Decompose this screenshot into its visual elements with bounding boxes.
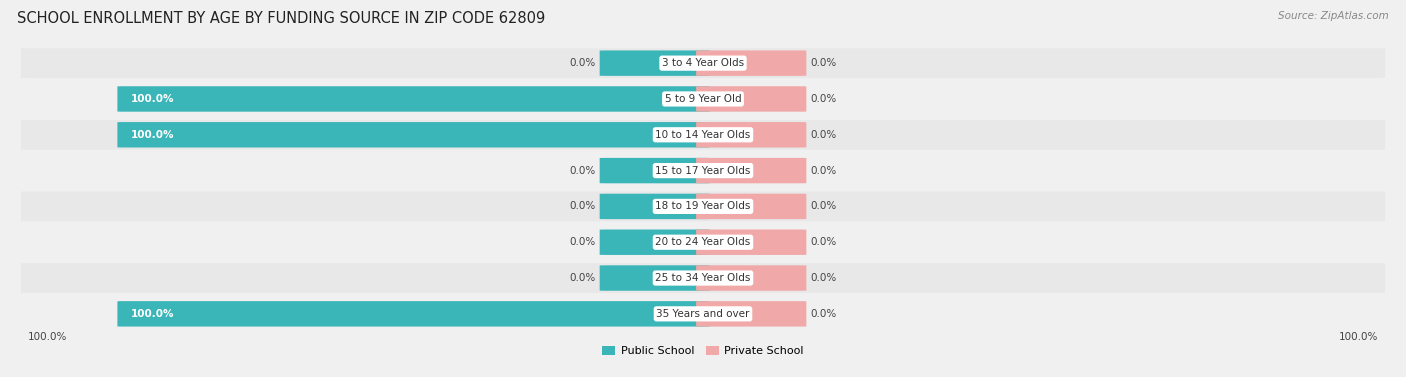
FancyBboxPatch shape — [599, 265, 710, 291]
Text: 100.0%: 100.0% — [131, 309, 174, 319]
FancyBboxPatch shape — [21, 192, 1385, 221]
Text: 35 Years and over: 35 Years and over — [657, 309, 749, 319]
FancyBboxPatch shape — [21, 84, 1385, 114]
FancyBboxPatch shape — [21, 48, 1385, 78]
FancyBboxPatch shape — [696, 194, 806, 219]
FancyBboxPatch shape — [696, 265, 806, 291]
Text: 20 to 24 Year Olds: 20 to 24 Year Olds — [655, 237, 751, 247]
FancyBboxPatch shape — [696, 158, 806, 183]
Text: 0.0%: 0.0% — [569, 273, 596, 283]
Text: 0.0%: 0.0% — [810, 58, 837, 68]
Legend: Public School, Private School: Public School, Private School — [598, 341, 808, 360]
Text: 100.0%: 100.0% — [131, 94, 174, 104]
Text: 0.0%: 0.0% — [810, 166, 837, 176]
FancyBboxPatch shape — [599, 230, 710, 255]
Text: 0.0%: 0.0% — [569, 166, 596, 176]
FancyBboxPatch shape — [696, 86, 806, 112]
Text: 25 to 34 Year Olds: 25 to 34 Year Olds — [655, 273, 751, 283]
FancyBboxPatch shape — [599, 194, 710, 219]
Text: 100.0%: 100.0% — [1339, 332, 1378, 342]
Text: 0.0%: 0.0% — [569, 201, 596, 211]
Text: 0.0%: 0.0% — [810, 309, 837, 319]
Text: 3 to 4 Year Olds: 3 to 4 Year Olds — [662, 58, 744, 68]
FancyBboxPatch shape — [696, 122, 806, 147]
FancyBboxPatch shape — [21, 227, 1385, 257]
Text: 10 to 14 Year Olds: 10 to 14 Year Olds — [655, 130, 751, 140]
Text: 5 to 9 Year Old: 5 to 9 Year Old — [665, 94, 741, 104]
FancyBboxPatch shape — [118, 301, 710, 326]
FancyBboxPatch shape — [21, 263, 1385, 293]
FancyBboxPatch shape — [118, 122, 710, 147]
Text: 0.0%: 0.0% — [810, 273, 837, 283]
Text: 0.0%: 0.0% — [810, 201, 837, 211]
FancyBboxPatch shape — [696, 51, 806, 76]
Text: SCHOOL ENROLLMENT BY AGE BY FUNDING SOURCE IN ZIP CODE 62809: SCHOOL ENROLLMENT BY AGE BY FUNDING SOUR… — [17, 11, 546, 26]
FancyBboxPatch shape — [21, 156, 1385, 185]
FancyBboxPatch shape — [599, 51, 710, 76]
FancyBboxPatch shape — [696, 301, 806, 326]
Text: 0.0%: 0.0% — [810, 94, 837, 104]
Text: Source: ZipAtlas.com: Source: ZipAtlas.com — [1278, 11, 1389, 21]
Text: 18 to 19 Year Olds: 18 to 19 Year Olds — [655, 201, 751, 211]
Text: 15 to 17 Year Olds: 15 to 17 Year Olds — [655, 166, 751, 176]
Text: 0.0%: 0.0% — [810, 130, 837, 140]
Text: 0.0%: 0.0% — [569, 237, 596, 247]
Text: 0.0%: 0.0% — [569, 58, 596, 68]
FancyBboxPatch shape — [696, 230, 806, 255]
FancyBboxPatch shape — [21, 120, 1385, 150]
FancyBboxPatch shape — [21, 299, 1385, 329]
FancyBboxPatch shape — [118, 86, 710, 112]
FancyBboxPatch shape — [599, 158, 710, 183]
Text: 100.0%: 100.0% — [28, 332, 67, 342]
Text: 0.0%: 0.0% — [810, 237, 837, 247]
Text: 100.0%: 100.0% — [131, 130, 174, 140]
